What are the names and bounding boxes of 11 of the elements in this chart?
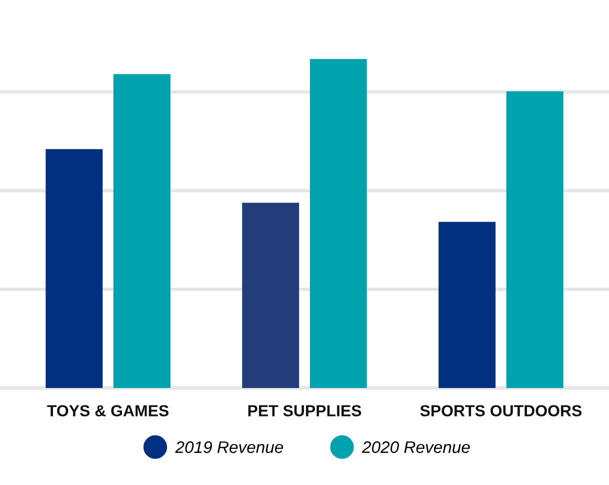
legend-label: 2020 Revenue [362,441,470,454]
x-tick-label: SPORTS OUTDOORS [420,405,582,416]
bar [506,91,564,388]
bar [310,59,367,388]
x-tick-label: PET SUPPLIES [248,405,362,416]
bar [46,149,103,388]
bar [242,202,300,388]
bar [113,74,170,388]
legend-label: 2019 Revenue [175,441,284,454]
bar [438,222,496,388]
x-tick-label: TOYS & GAMES [47,405,169,416]
